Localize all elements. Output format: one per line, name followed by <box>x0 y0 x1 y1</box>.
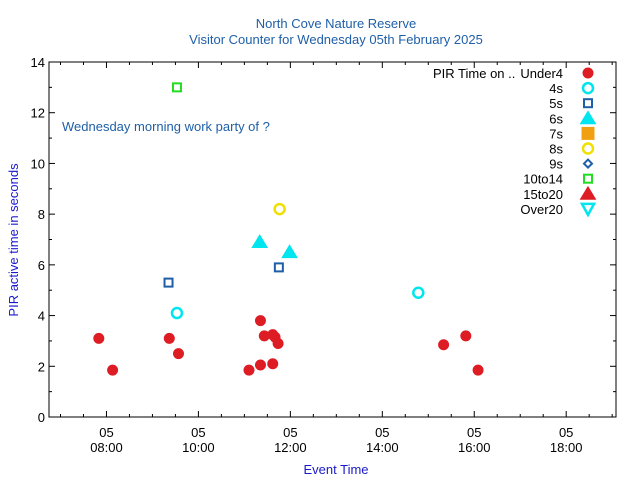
y-tick-label: 12 <box>31 106 45 121</box>
chart-subtitle: Visitor Counter for Wednesday 05th Febru… <box>189 32 483 47</box>
legend-marker <box>581 81 595 95</box>
plot-frame <box>48 61 617 418</box>
legend-marker <box>581 126 595 140</box>
data-point <box>243 364 255 376</box>
data-points <box>93 82 484 376</box>
x-tick-label-day: 05 <box>467 425 481 440</box>
data-point <box>254 315 266 327</box>
series-8s <box>273 202 286 216</box>
series-6s <box>251 234 298 259</box>
x-tick-label-day: 05 <box>99 425 113 440</box>
data-point <box>267 358 279 370</box>
y-tick-label: 10 <box>31 156 45 171</box>
data-point <box>163 277 174 288</box>
legend-marker <box>579 202 597 218</box>
data-point <box>171 82 182 93</box>
legend-marker <box>583 98 593 109</box>
chart-annotation: Wednesday morning work party of ? <box>62 119 270 134</box>
legend: PIR Time on .. Under44s5s6s7s8s9s10to141… <box>433 66 597 218</box>
data-point <box>281 244 298 259</box>
y-axis: 0 2 4 6 8 10 12 14 <box>31 55 616 425</box>
legend-label: 15to20 <box>523 187 563 202</box>
data-point <box>107 364 119 376</box>
data-point <box>273 202 286 216</box>
legend-label: 10to14 <box>523 172 563 187</box>
data-point <box>254 359 266 371</box>
legend-label: 7s <box>549 126 563 141</box>
chart-title: North Cove Nature Reserve <box>256 16 416 31</box>
legend-label: 8s <box>549 142 563 157</box>
legend-label: 9s <box>549 157 563 172</box>
data-point <box>172 348 184 360</box>
legend-label: Over20 <box>520 202 563 217</box>
x-axis: 0508:000510:000512:000514:000516:000518:… <box>59 62 613 455</box>
y-tick-label: 2 <box>38 359 45 374</box>
legend-marker <box>579 110 597 125</box>
data-point <box>163 332 175 344</box>
x-axis-label: Event Time <box>303 462 368 477</box>
x-tick-label-day: 05 <box>559 425 573 440</box>
x-tick-label-day: 05 <box>283 425 297 440</box>
legend-marker <box>581 142 595 155</box>
series-under4 <box>93 315 484 376</box>
legend-title: PIR Time on .. <box>433 66 515 81</box>
data-point <box>472 364 484 376</box>
y-tick-label: 0 <box>38 410 45 425</box>
series-5s <box>163 262 284 288</box>
x-tick-label-day: 05 <box>191 425 205 440</box>
data-point <box>272 337 284 349</box>
data-point <box>273 262 284 273</box>
legend-marker <box>579 185 597 200</box>
x-tick-label-time: 10:00 <box>182 440 215 455</box>
x-tick-label-time: 14:00 <box>366 440 399 455</box>
x-tick-label-time: 12:00 <box>274 440 307 455</box>
legend-marker <box>582 67 594 79</box>
data-point <box>93 332 105 344</box>
x-tick-label-time: 18:00 <box>550 440 583 455</box>
data-point <box>438 339 450 351</box>
y-axis-label: PIR active time in seconds <box>6 163 21 317</box>
x-tick-label-time: 08:00 <box>90 440 123 455</box>
y-tick-label: 6 <box>38 258 45 273</box>
y-tick-label: 4 <box>38 309 45 324</box>
data-point <box>170 306 184 320</box>
series-4s <box>170 286 425 320</box>
x-tick-label-day: 05 <box>375 425 389 440</box>
legend-marker <box>583 173 593 184</box>
data-point <box>412 286 425 299</box>
legend-label: Under4 <box>520 66 563 81</box>
y-tick-label: 8 <box>38 207 45 222</box>
data-point <box>251 234 269 249</box>
y-tick-label: 14 <box>31 55 45 70</box>
legend-label: 5s <box>549 96 563 111</box>
legend-label: 6s <box>549 111 563 126</box>
legend-label: 4s <box>549 81 563 96</box>
data-point <box>460 330 472 342</box>
legend-marker <box>582 158 594 170</box>
x-tick-label-time: 16:00 <box>458 440 491 455</box>
series-10to14 <box>171 82 182 93</box>
